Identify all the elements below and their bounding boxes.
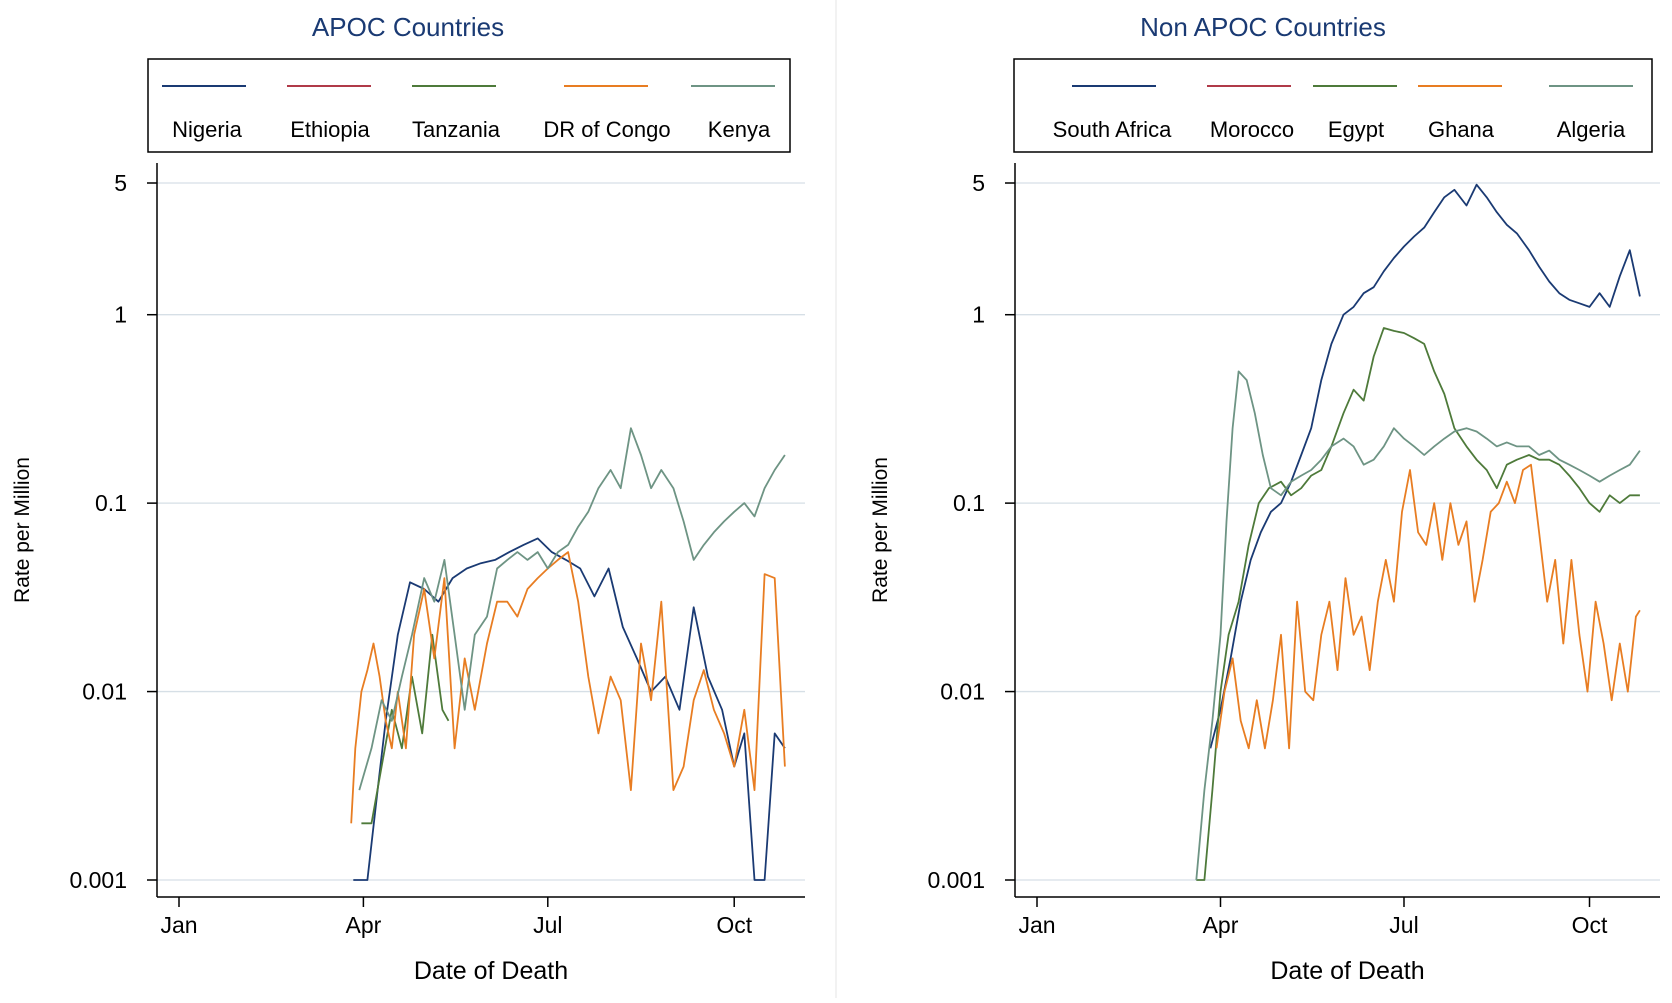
legend-box: [1013, 58, 1653, 153]
y-axis-label: Rate per Million: [11, 457, 34, 603]
series-line-algeria: [1195, 370, 1641, 881]
legend-label-morocco: Morocco: [1210, 117, 1294, 142]
series-line-egypt: [1196, 327, 1640, 881]
y-axis-label: Rate per Million: [869, 457, 892, 603]
legend-label-egypt: Egypt: [1328, 117, 1384, 142]
chart-title: APOC Countries: [312, 12, 504, 42]
y-tick-label: 0.001: [69, 867, 127, 893]
series-line-nigeria: [353, 537, 786, 881]
legend-box: [147, 58, 791, 153]
y-tick-label: 1: [114, 302, 127, 328]
series-line-ghana: [1215, 463, 1641, 750]
chart-panel-2: Non APOC Countries South Africa Morocco Egy…: [869, 12, 1660, 985]
legend-label-ghana: Ghana: [1428, 117, 1495, 142]
x-axis-label: Date of Death: [414, 957, 568, 985]
series-line-dr-of-congo: [350, 551, 786, 824]
y-tick-label: 0.01: [940, 679, 985, 705]
x-tick-label: Jan: [1018, 912, 1055, 938]
series-line-tanzania: [361, 633, 450, 825]
x-tick-label: Apr: [345, 912, 381, 938]
legend-label-kenya: Kenya: [708, 117, 771, 142]
y-tick-label: 1: [972, 302, 985, 328]
legend-label-algeria: Algeria: [1557, 117, 1626, 142]
y-tick-label: 0.01: [82, 679, 127, 705]
y-tick-label: 0.001: [927, 867, 985, 893]
y-tick-label: 5: [972, 170, 985, 196]
y-tick-label: 0.1: [95, 490, 127, 516]
x-tick-label: Jul: [533, 912, 562, 938]
y-tick-label: 5: [114, 170, 127, 196]
x-tick-label: Oct: [1572, 912, 1608, 938]
legend-label-dr-of-congo: DR of Congo: [543, 117, 670, 142]
series-line-kenya: [358, 427, 786, 791]
legend-label-nigeria: Nigeria: [172, 117, 242, 142]
x-tick-label: Jan: [160, 912, 197, 938]
chart-title: Non APOC Countries: [1140, 12, 1386, 42]
x-tick-label: Apr: [1203, 912, 1239, 938]
y-tick-label: 0.1: [953, 490, 985, 516]
legend-label-ethiopia: Ethiopia: [290, 117, 370, 142]
x-tick-label: Jul: [1389, 912, 1418, 938]
series-line-south-africa: [1209, 183, 1641, 749]
legend-label-south-africa: South Africa: [1053, 117, 1172, 142]
x-axis-label: Date of Death: [1270, 957, 1424, 985]
chart-panel-1: APOC Countries Nigeria Ethiopia Tanzania DR …: [11, 12, 805, 985]
legend-label-tanzania: Tanzania: [412, 117, 501, 142]
x-tick-label: Oct: [716, 912, 752, 938]
